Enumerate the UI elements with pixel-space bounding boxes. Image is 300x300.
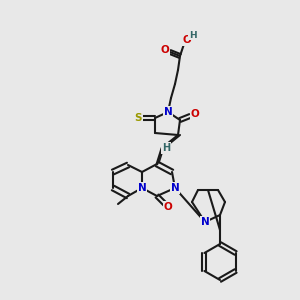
Text: H: H bbox=[162, 143, 170, 153]
Text: N: N bbox=[164, 107, 172, 117]
Text: O: O bbox=[164, 202, 172, 212]
Text: O: O bbox=[183, 35, 191, 45]
Text: H: H bbox=[189, 31, 197, 40]
Text: N: N bbox=[138, 183, 146, 193]
Text: O: O bbox=[160, 45, 169, 55]
Text: O: O bbox=[190, 109, 200, 119]
Text: N: N bbox=[201, 217, 209, 227]
Text: S: S bbox=[134, 113, 142, 123]
Text: N: N bbox=[171, 183, 179, 193]
